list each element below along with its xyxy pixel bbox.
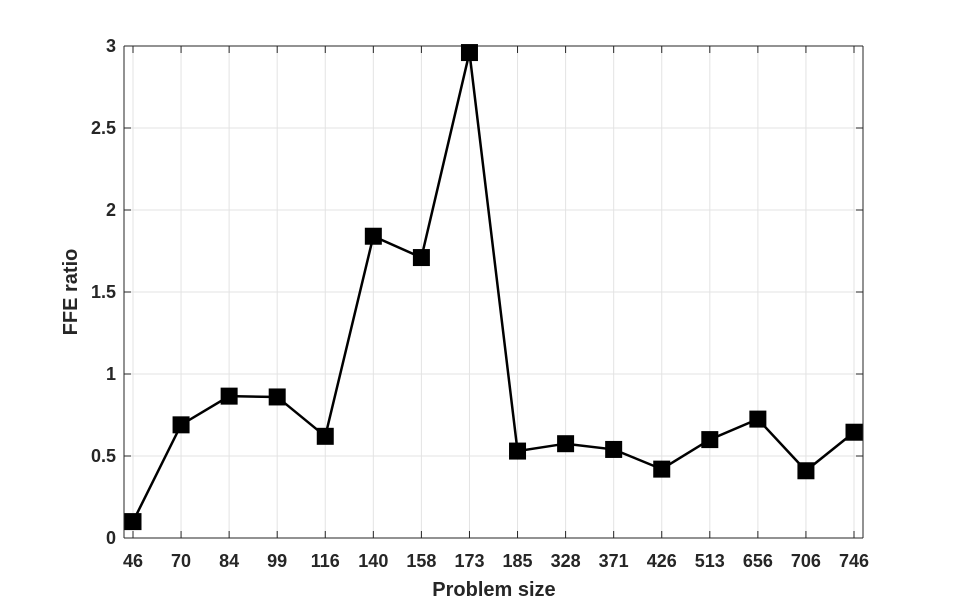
x-tick-label: 513 [695,551,725,571]
data-point-marker [653,460,671,478]
y-tick-label: 0 [106,528,116,548]
x-tick-label: 140 [358,551,388,571]
x-tick-label: 84 [219,551,239,571]
x-tick-label: 371 [599,551,629,571]
x-tick-label: 99 [267,551,287,571]
x-tick-label: 70 [171,551,191,571]
x-tick-label: 173 [454,551,484,571]
data-point-marker [316,427,334,445]
axes [123,45,864,539]
data-point-marker [220,387,238,405]
y-tick-label: 0.5 [91,446,116,466]
x-tick-label: 706 [791,551,821,571]
data-point-marker [364,227,382,245]
data-series [124,44,863,531]
data-point-marker [172,416,190,434]
x-tick-label: 426 [647,551,677,571]
data-point-marker [509,442,527,460]
x-tick-label: 46 [123,551,143,571]
data-point-marker [749,410,767,428]
data-point-marker [605,440,623,458]
data-point-marker [412,249,430,267]
x-tick-label: 746 [839,551,869,571]
data-point-marker [460,44,478,62]
y-tick-label: 3 [106,36,116,56]
data-point-marker [268,388,286,406]
data-point-marker [557,435,575,453]
data-point-marker [845,423,863,441]
y-tick-label: 1 [106,364,116,384]
x-tick-label: 328 [551,551,581,571]
y-tick-label: 2 [106,200,116,220]
y-axis-label: FFE ratio [60,249,82,336]
x-tick-label: 185 [503,551,533,571]
x-tick-label: 656 [743,551,773,571]
x-axis-label: Problem size [432,579,555,601]
data-point-marker [701,431,719,449]
y-tick-label: 2.5 [91,118,116,138]
tick-labels: 46 70 84 99 116 140 158 173 185 328 371 426 513 656 70… [91,36,869,571]
y-tick-label: 1.5 [91,282,116,302]
data-point-marker [124,513,142,531]
x-tick-label: 158 [406,551,436,571]
data-point-marker [797,462,815,480]
series-line [131,52,855,523]
x-tick-label: 116 [311,551,340,571]
